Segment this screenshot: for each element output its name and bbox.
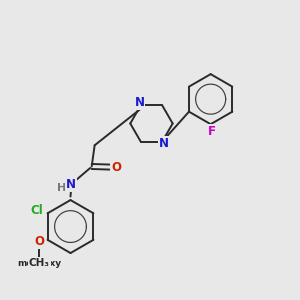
Text: N: N [134, 96, 144, 109]
Text: O: O [34, 235, 44, 248]
Text: CH₃: CH₃ [29, 258, 50, 268]
Text: methoxy: methoxy [17, 259, 62, 268]
Text: N: N [66, 178, 76, 191]
Text: N: N [158, 137, 169, 150]
Text: O: O [111, 160, 122, 174]
Text: Cl: Cl [31, 205, 44, 218]
Text: F: F [208, 125, 216, 138]
Text: H: H [57, 183, 66, 193]
